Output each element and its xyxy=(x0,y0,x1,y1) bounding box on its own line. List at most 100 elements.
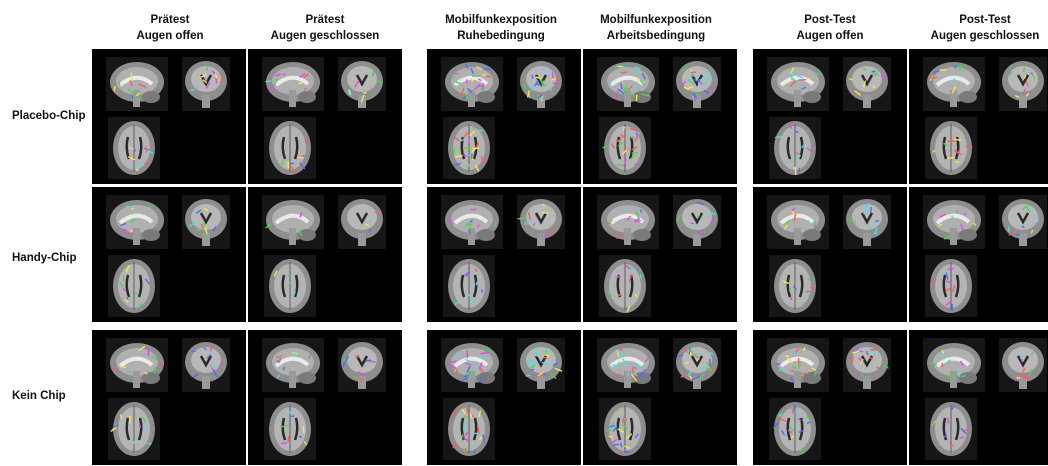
column-header-line2: Augen offen xyxy=(136,30,204,42)
activation-dot xyxy=(465,153,470,156)
activation-dot xyxy=(357,371,365,377)
activation-dot xyxy=(785,219,791,226)
activation-dot xyxy=(128,415,131,424)
activation-dot xyxy=(863,203,870,209)
activation-dot xyxy=(620,451,625,455)
coronal-slice xyxy=(673,338,721,392)
activation-dot xyxy=(474,268,478,272)
activation-dot xyxy=(125,265,130,273)
activation-dot xyxy=(478,410,481,418)
activation-dot xyxy=(478,78,482,81)
brain-slices xyxy=(597,57,721,179)
activation-dot xyxy=(188,221,196,228)
brain-panel xyxy=(427,49,581,184)
activation-dot xyxy=(696,201,704,206)
activation-dot xyxy=(707,70,712,79)
activation-dot xyxy=(345,356,349,362)
activation-dot xyxy=(353,375,359,379)
brain-slices xyxy=(441,195,565,317)
activation-dot xyxy=(637,70,640,77)
brain-panel xyxy=(909,49,1048,184)
activation-dot xyxy=(640,209,643,213)
activation-dot xyxy=(196,228,201,232)
activation-dot xyxy=(1030,71,1034,75)
activation-dot xyxy=(875,227,878,233)
activation-dot xyxy=(796,154,801,163)
activation-dot xyxy=(812,220,817,228)
activation-dot xyxy=(956,370,961,378)
axial-slice xyxy=(769,117,821,179)
activation-dot xyxy=(465,64,469,69)
activation-dot xyxy=(454,155,463,158)
activation-dot xyxy=(466,365,471,373)
activation-dot xyxy=(612,425,618,432)
activation-dot xyxy=(304,140,308,144)
activation-dot xyxy=(779,418,788,422)
activation-dot xyxy=(299,73,306,78)
activation-dot xyxy=(541,211,549,215)
activation-dot xyxy=(621,415,625,424)
activation-dot xyxy=(608,435,614,438)
activation-dot xyxy=(532,222,536,227)
brain-panel xyxy=(427,187,581,322)
activation-dot xyxy=(215,77,218,84)
activation-dot xyxy=(545,354,550,358)
activation-dot xyxy=(848,77,853,81)
activation-dot xyxy=(360,94,365,103)
brain-slices xyxy=(767,195,891,317)
activation-dot xyxy=(932,149,936,153)
activation-dot xyxy=(480,156,485,164)
activation-dot xyxy=(1019,355,1024,360)
activation-dot xyxy=(634,293,638,298)
activation-dot xyxy=(125,205,131,208)
activation-dot xyxy=(1022,206,1026,211)
activation-dot xyxy=(695,353,703,357)
activation-dot xyxy=(482,434,486,443)
activation-dot xyxy=(477,85,484,88)
activation-dot xyxy=(866,350,869,356)
activation-dot xyxy=(641,72,646,80)
axial-slice xyxy=(599,398,651,460)
activation-dot xyxy=(954,160,960,163)
activation-dot xyxy=(959,436,965,439)
sagittal-slice xyxy=(923,57,985,111)
activation-dot xyxy=(479,88,485,91)
activation-dot xyxy=(950,78,956,83)
activation-dot xyxy=(476,129,483,132)
column-header-line1: Mobilfunkexposition xyxy=(445,14,557,26)
activation-dot xyxy=(815,71,821,76)
activation-dot xyxy=(706,361,711,369)
activation-dot xyxy=(954,150,962,155)
activation-dot xyxy=(939,213,946,218)
activation-dot xyxy=(622,418,628,422)
activation-dot xyxy=(552,362,558,366)
activation-dot xyxy=(469,413,473,420)
sagittal-slice xyxy=(923,195,985,249)
activation-dot xyxy=(213,369,218,378)
activation-dot xyxy=(465,223,473,226)
activation-dot xyxy=(860,358,864,365)
activation-dot xyxy=(1023,375,1030,379)
activation-dot xyxy=(946,374,955,379)
activation-dot xyxy=(199,74,207,79)
activation-dot xyxy=(462,96,466,100)
activation-dot xyxy=(111,424,119,430)
activation-dot xyxy=(696,232,705,236)
activation-dot xyxy=(794,408,801,413)
activation-dot xyxy=(1020,358,1023,363)
activation-dot xyxy=(450,75,456,80)
activation-dot xyxy=(143,426,147,432)
activation-dot xyxy=(470,78,474,83)
activation-dot xyxy=(533,349,539,357)
axial-slice xyxy=(925,117,977,179)
activation-dot xyxy=(868,357,874,360)
activation-dot xyxy=(450,364,457,369)
activation-dot xyxy=(950,215,956,220)
activation-dot xyxy=(365,359,372,362)
activation-dot xyxy=(551,71,554,79)
column-header: Post-Test Augen geschlossen xyxy=(905,12,1048,44)
activation-dot xyxy=(791,207,796,211)
activation-dot xyxy=(517,217,526,220)
coronal-slice xyxy=(673,57,721,111)
activation-dot xyxy=(954,138,962,142)
